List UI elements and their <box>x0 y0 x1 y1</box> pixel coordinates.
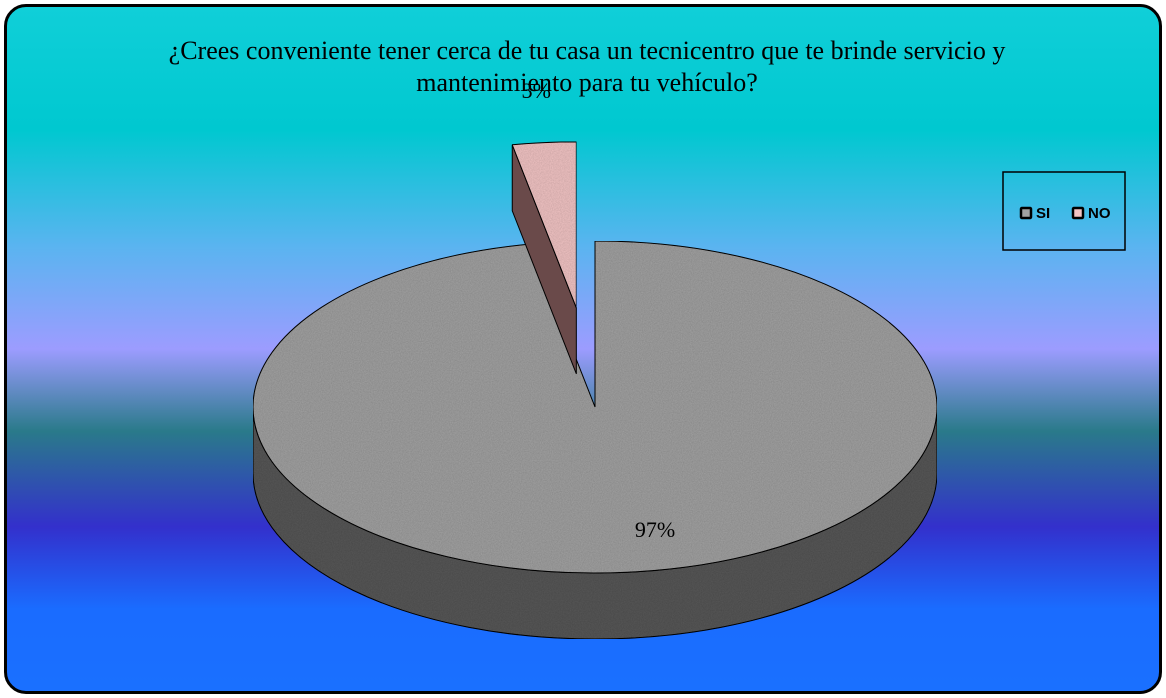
chart-frame: 97% 3% SI NO ¿Crees conveniente tener cerca… <box>4 4 1162 694</box>
legend-label: SI <box>1036 205 1050 222</box>
pie-slice <box>511 141 577 309</box>
legend-label: NO <box>1088 205 1111 222</box>
pie-slice <box>252 240 938 574</box>
chart: 97% 3% SI NO <box>252 78 1126 640</box>
legend-swatch <box>1071 206 1085 220</box>
data-label: 97% <box>635 517 675 542</box>
chart-title: ¿Crees conveniente tener cerca de tu cas… <box>168 36 1006 97</box>
data-label: 3% <box>522 78 551 103</box>
legend-swatch <box>1019 206 1033 220</box>
legend-box <box>1002 171 1126 251</box>
